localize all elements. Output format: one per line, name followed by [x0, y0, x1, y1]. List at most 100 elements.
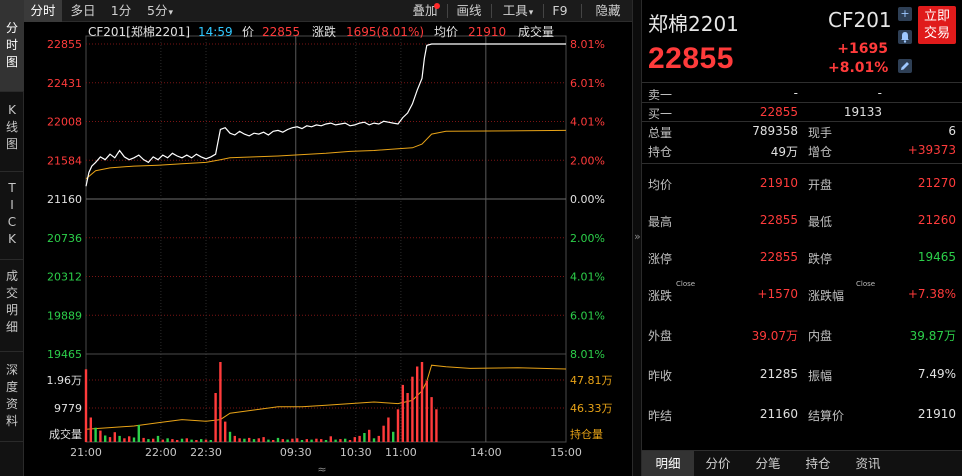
stat-value: 21260	[917, 213, 956, 227]
stat-value: 21910	[917, 407, 956, 421]
tab-news[interactable]: 资讯	[846, 451, 890, 476]
tools-button[interactable]: 工具▾	[498, 0, 538, 22]
price-value: 22855	[262, 25, 300, 39]
tab-timeshare[interactable]: 分 时 图	[0, 0, 24, 92]
tab-positions[interactable]: 持仓	[796, 451, 840, 476]
volume-bar	[329, 436, 332, 442]
stat-row: 总量 789358 现手 6	[642, 124, 962, 142]
volume-bar	[214, 393, 217, 442]
price-tick: 21160	[47, 193, 82, 206]
volume-bar	[300, 440, 304, 442]
volume-bar	[368, 429, 371, 442]
ask1-label: 卖一	[648, 88, 673, 102]
stat-label: 最低	[808, 215, 833, 229]
edit-icon[interactable]	[898, 59, 912, 73]
tab-price-dist[interactable]: 分价	[696, 451, 740, 476]
time-tick: 09:30	[280, 446, 312, 459]
volume-bar	[228, 431, 232, 442]
tab-tick[interactable]: T I C K	[0, 172, 24, 260]
volume-bar	[190, 439, 193, 442]
volume-bar	[257, 438, 260, 442]
tab-period-1min[interactable]: 1分	[106, 0, 136, 22]
chart-grid	[85, 35, 567, 443]
button-label: 叠加	[412, 3, 438, 18]
hide-button[interactable]: 隐藏	[588, 0, 628, 22]
tab-char: 资	[5, 397, 18, 411]
stat-value: 22855	[759, 213, 798, 227]
percent-tick: 4.01%	[570, 116, 605, 129]
bell-icon[interactable]	[898, 30, 912, 44]
expand-icon[interactable]: ≈	[317, 463, 326, 476]
percent-tick: 0.00%	[570, 193, 605, 206]
stat-label: 昨收	[648, 369, 673, 383]
volume-bar	[334, 439, 337, 442]
stat-value: 789358	[752, 124, 798, 138]
price-change: +1695 +8.01%	[828, 40, 888, 78]
volume-bar	[272, 440, 275, 442]
draw-line-button[interactable]: 画线	[452, 0, 486, 22]
volume-bar	[137, 424, 140, 442]
tab-char: 深	[5, 363, 18, 377]
tab-char: 分	[5, 21, 18, 35]
collapse-arrow-icon[interactable]: »	[634, 230, 641, 243]
tab-ticks[interactable]: 明细	[642, 451, 694, 476]
percent-tick: 8.01%	[570, 38, 605, 51]
tab-label: 资讯	[855, 456, 881, 471]
close-superscript: Close	[676, 280, 696, 288]
tab-kline[interactable]: K 线 图	[0, 92, 24, 172]
stat-value: 21285	[759, 367, 798, 381]
volume-bar	[233, 435, 236, 442]
stat-label: 增仓	[808, 145, 833, 159]
tab-char: 度	[5, 380, 18, 394]
volume-bar	[185, 438, 188, 442]
volume-bar	[99, 430, 102, 442]
plus-icon[interactable]: +	[898, 7, 912, 21]
panel-splitter[interactable]: »	[632, 0, 642, 476]
volume-bar	[128, 436, 131, 442]
button-label: 工具	[502, 3, 528, 18]
tab-depth-data[interactable]: 深 度 资 料	[0, 352, 24, 442]
change-label: 涨跌	[312, 24, 336, 39]
tab-trades[interactable]: 分笔	[746, 451, 790, 476]
volume-bar	[310, 439, 313, 442]
tab-label: 1分	[110, 3, 132, 18]
volume-bar	[276, 437, 280, 442]
tab-trade-detail[interactable]: 成 交 明 细	[0, 260, 24, 352]
volume-bar	[104, 435, 107, 442]
volume-bar	[358, 435, 361, 442]
percent-tick: 8.01%	[570, 348, 605, 361]
volume-bar	[238, 438, 241, 442]
tab-period-5min[interactable]: 5分▾	[142, 0, 178, 22]
tab-label: 5分	[147, 3, 168, 18]
stat-label: 涨跌幅	[808, 289, 845, 303]
stat-value: 6	[948, 124, 956, 138]
avg-label: 均价	[434, 25, 458, 39]
volume-bar	[252, 439, 256, 442]
bid1-price: 22855	[759, 105, 798, 119]
view-tabs: 分 时 图 K 线 图 T I C K 成 交 明 细 深 度 资 料	[0, 0, 24, 476]
tab-label: 分笔	[755, 456, 781, 471]
f9-button[interactable]: F9	[548, 0, 572, 22]
volume-bar	[166, 438, 169, 442]
trade-now-button[interactable]: 立即 交易	[918, 6, 956, 44]
avg-price-path	[85, 129, 567, 180]
volume-bar	[420, 362, 424, 442]
tab-char: 料	[5, 414, 18, 428]
volume-bar	[291, 438, 294, 442]
stat-label: 总量	[648, 126, 673, 140]
volume-tick: 1.96万	[47, 374, 83, 387]
overlay-button[interactable]: 叠加	[408, 0, 442, 22]
volume-bar	[344, 438, 347, 442]
volume-bar	[315, 438, 318, 442]
tab-period-timeshare[interactable]: 分时	[24, 0, 62, 22]
divider	[447, 4, 448, 18]
volume-bar	[392, 431, 395, 442]
detail-tabs: 明细 分价 分笔 持仓 资讯	[642, 450, 962, 476]
volume-bar	[416, 366, 419, 442]
volume-bar	[305, 439, 308, 442]
stat-label: 最高	[648, 215, 673, 229]
intraday-chart[interactable]: 22855 8.01% 22431 6.01% 22008 4.01% 21584 2.00%…	[24, 22, 632, 476]
tab-period-multiday[interactable]: 多日	[64, 0, 102, 22]
volume-bar	[281, 439, 284, 442]
